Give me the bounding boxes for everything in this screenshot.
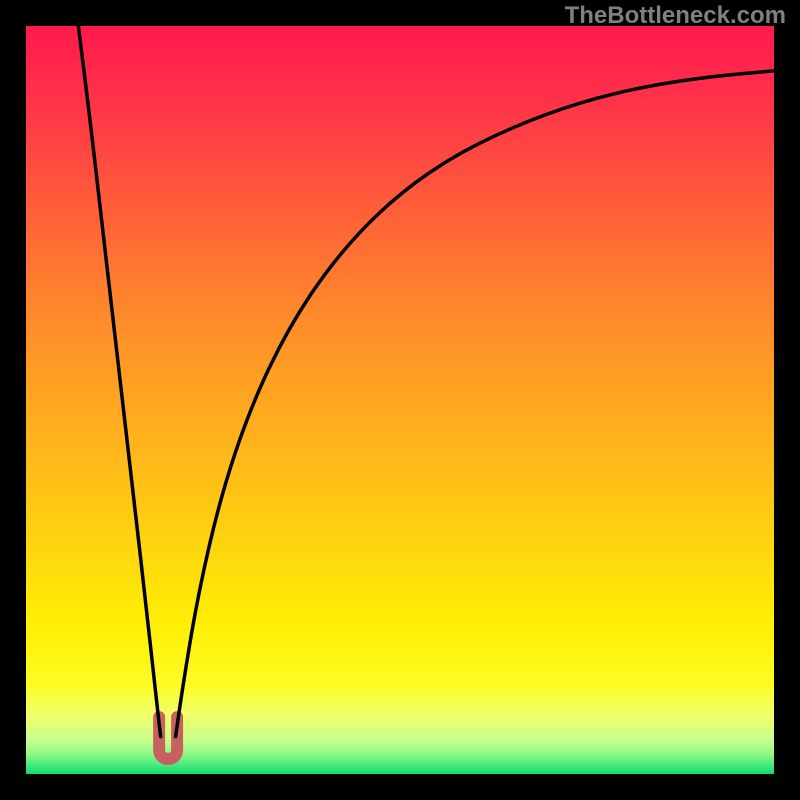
chart-container: TheBottleneck.com [0,0,800,800]
bottleneck-chart [0,0,800,800]
watermark-text: TheBottleneck.com [565,2,786,30]
